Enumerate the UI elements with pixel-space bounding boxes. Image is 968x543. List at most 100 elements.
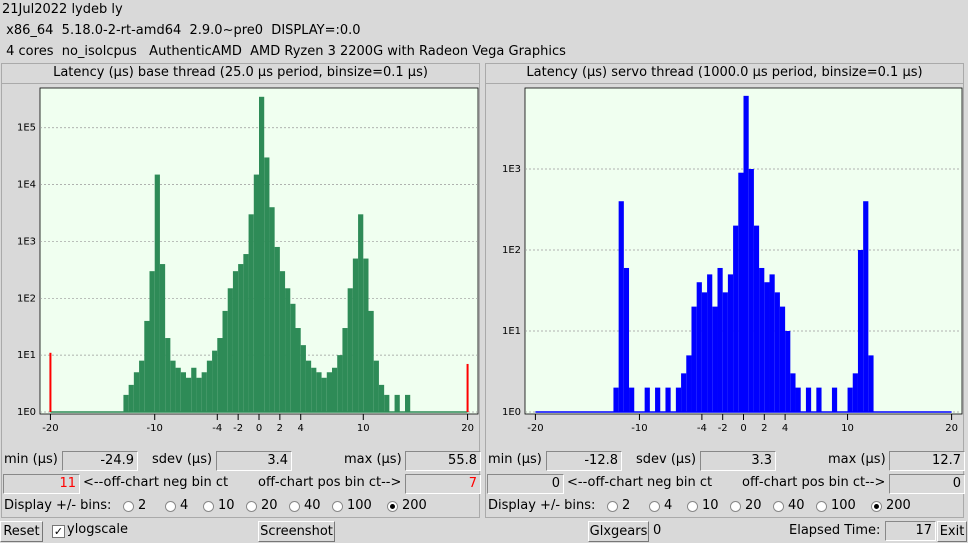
radio-button[interactable] <box>649 501 660 512</box>
x-tick-label: 10 <box>357 423 370 434</box>
bins-option[interactable]: 20 <box>729 497 762 515</box>
y-tick-label: 1E0 <box>502 407 521 418</box>
histogram-bar <box>285 288 291 412</box>
radio-button[interactable] <box>816 501 827 512</box>
glxgears-button[interactable]: Glxgears <box>588 521 649 542</box>
radio-button[interactable] <box>871 501 882 512</box>
bins-option[interactable]: 40 <box>772 497 805 515</box>
bins-option[interactable]: 10 <box>202 497 235 515</box>
histogram-bar <box>779 306 786 412</box>
y-tick-label: 1E2 <box>502 245 521 256</box>
histogram-bar <box>290 303 296 412</box>
neg-count-label: <--off-chart neg bin ct <box>567 475 713 490</box>
histogram-bar <box>165 338 171 412</box>
bins-option[interactable]: 100 <box>331 497 372 515</box>
x-tick-label: 10 <box>841 423 854 434</box>
bins-option-label: 2 <box>138 498 147 513</box>
radio-button[interactable] <box>289 501 300 512</box>
bins-option[interactable]: 4 <box>164 497 188 515</box>
histogram-bar <box>759 267 765 412</box>
radio-button[interactable] <box>387 501 398 512</box>
max-label: max (µs) <box>344 452 402 467</box>
bins-option[interactable]: 4 <box>648 497 672 515</box>
histogram-bar <box>300 345 306 412</box>
neg-count-value: 0 <box>487 474 564 494</box>
chart-title: Latency (µs) base thread (25.0 µs period… <box>2 64 479 84</box>
radio-button[interactable] <box>773 501 784 512</box>
histogram-bar <box>243 254 249 412</box>
sdev-value: 3.3 <box>700 451 776 471</box>
histogram-bar <box>618 201 624 412</box>
bins-option-label: 20 <box>745 498 762 513</box>
radio-button[interactable] <box>332 501 343 512</box>
bins-option[interactable]: 100 <box>815 497 856 515</box>
histogram-bar <box>691 306 697 412</box>
histogram-bar <box>727 274 734 412</box>
histogram-bar <box>139 360 145 412</box>
histogram-bar <box>264 157 270 412</box>
histogram-bar <box>863 201 869 412</box>
histogram-bar <box>847 387 853 412</box>
bins-option[interactable]: 2 <box>606 497 630 515</box>
ylogscale-checkbox[interactable]: ✓ <box>52 525 65 538</box>
histogram-bar <box>311 367 317 412</box>
sdev-label: sdev (µs) <box>152 452 213 467</box>
histogram-bar <box>675 387 682 412</box>
reset-button[interactable]: Reset <box>0 521 43 542</box>
histogram-bar <box>316 372 322 412</box>
histogram-bar <box>769 274 775 412</box>
pos-count-value: 0 <box>889 474 965 494</box>
bins-option-label: 4 <box>180 498 189 513</box>
radio-button[interactable] <box>607 501 618 512</box>
pos-count-value: 7 <box>405 474 481 494</box>
histogram-bar <box>154 174 160 412</box>
radio-button[interactable] <box>203 501 214 512</box>
radio-button[interactable] <box>165 501 176 512</box>
histogram-bar <box>373 360 379 412</box>
y-tick-label: 1E3 <box>502 164 521 175</box>
histogram-bar <box>753 225 760 412</box>
histogram-bar <box>696 282 702 412</box>
radio-button[interactable] <box>123 501 134 512</box>
radio-button[interactable] <box>687 501 698 512</box>
histogram-bar <box>644 387 650 412</box>
bins-option[interactable]: 200 <box>870 497 911 515</box>
histogram-bar <box>201 372 207 412</box>
screenshot-button[interactable]: Screenshot <box>258 521 335 542</box>
x-tick-label: -20 <box>527 423 543 434</box>
x-tick-label: -20 <box>42 423 58 434</box>
histogram-bar <box>733 225 739 412</box>
histogram-bar <box>342 328 348 412</box>
radio-button[interactable] <box>730 501 741 512</box>
bins-option[interactable]: 40 <box>288 497 321 515</box>
histogram-bar <box>269 207 275 412</box>
bins-option[interactable]: 20 <box>245 497 278 515</box>
offchart-bar <box>466 363 469 412</box>
bins-option-label: 100 <box>347 498 372 513</box>
y-tick-label: 1E3 <box>17 236 36 247</box>
radio-button[interactable] <box>246 501 257 512</box>
bins-option[interactable]: 10 <box>686 497 719 515</box>
y-tick-label: 1E0 <box>17 407 36 418</box>
min-label: min (µs) <box>4 452 58 467</box>
x-tick-label: -2 <box>718 423 728 434</box>
elapsed-value: 17 <box>885 521 936 541</box>
histogram-bar <box>405 394 411 412</box>
histogram-bar <box>707 274 713 412</box>
histogram-bar <box>738 172 744 412</box>
histogram-bar <box>259 96 265 412</box>
bins-option[interactable]: 2 <box>122 497 146 515</box>
chart-panel: Latency (µs) servo thread (1000.0 µs per… <box>485 63 964 518</box>
histogram-bar <box>743 95 749 413</box>
x-tick-label: -10 <box>631 423 647 434</box>
bins-option[interactable]: 200 <box>386 497 427 515</box>
histogram-bar <box>358 214 364 412</box>
exit-button[interactable]: Exit <box>937 521 967 542</box>
histogram-bar <box>186 377 192 412</box>
histogram-bar <box>326 372 332 412</box>
histogram-bar <box>159 264 166 412</box>
histogram-bar <box>217 338 223 412</box>
histogram-bar <box>180 372 186 412</box>
